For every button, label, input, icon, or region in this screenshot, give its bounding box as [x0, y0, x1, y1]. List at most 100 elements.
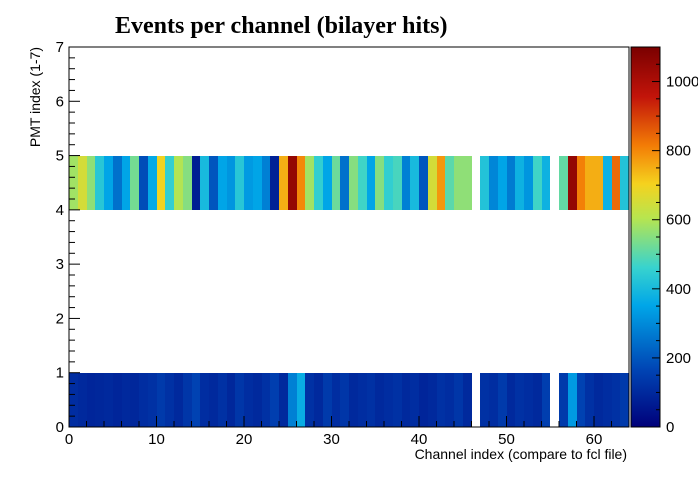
heatmap-cell	[428, 373, 437, 427]
x-tick-label: 20	[236, 431, 253, 448]
heatmap-cell	[480, 156, 489, 210]
x-tick-label: 30	[323, 431, 340, 448]
heatmap-cell	[594, 373, 603, 427]
heatmap-cell	[288, 373, 297, 427]
heatmap-cell	[620, 373, 629, 427]
heatmap-cell	[270, 373, 279, 427]
heatmap-cell	[515, 156, 524, 210]
color-scale-tick-label: 800	[666, 143, 691, 160]
heatmap-cell	[332, 156, 340, 210]
heatmap-cell	[585, 156, 594, 210]
heatmap-cell	[367, 156, 375, 210]
heatmap-cell	[375, 156, 384, 210]
color-scale-axis: 0 200 400 600 800 1000	[652, 63, 698, 436]
heatmap-cell	[437, 156, 445, 210]
heatmap-cell	[218, 156, 227, 210]
heatmap-cell	[507, 373, 515, 427]
heatmap-cell	[454, 156, 463, 210]
heatmap-cell	[498, 156, 507, 210]
heatmap-cell	[332, 373, 340, 427]
heatmap-cell	[445, 156, 454, 210]
axes: 0 10 20 30 40 50 60 0 1 2 3 4 5 6 7	[56, 39, 630, 448]
heatmap-cell	[200, 373, 209, 427]
heatmap-cell	[244, 373, 253, 427]
heatmap-cell	[305, 373, 314, 427]
heatmap-cell	[349, 373, 358, 427]
heatmap-cell	[297, 156, 305, 210]
heatmap-cell	[463, 373, 472, 427]
heatmap-cell	[603, 373, 612, 427]
color-scale-tick-label: 400	[666, 281, 691, 298]
heatmap-cell	[507, 156, 515, 210]
heatmap-cell	[323, 156, 332, 210]
heatmap-cell	[533, 373, 542, 427]
heatmap-cell	[585, 373, 594, 427]
heatmap-cell	[384, 156, 393, 210]
y-tick-label: 6	[56, 93, 64, 110]
x-tick-label: 60	[586, 431, 603, 448]
y-tick-label: 7	[56, 39, 64, 56]
heatmap-cell	[69, 156, 78, 210]
heatmap-cell	[445, 373, 454, 427]
heatmap-cell	[165, 156, 174, 210]
heatmap-cell	[542, 156, 550, 210]
heatmap-cell	[419, 156, 428, 210]
heatmap-cell	[209, 373, 218, 427]
heatmap-cell	[297, 373, 305, 427]
heatmap-cell	[87, 373, 95, 427]
heatmap-cell	[139, 373, 148, 427]
heatmap-cell	[122, 373, 130, 427]
chart-title: Events per channel (bilayer hits)	[115, 13, 447, 39]
heatmap-cell	[253, 373, 262, 427]
heatmap-cell	[192, 373, 200, 427]
heatmap-cell	[200, 156, 209, 210]
color-scale-bar	[630, 46, 661, 428]
heatmap-cell	[402, 156, 410, 210]
heatmap-cell	[498, 373, 507, 427]
heatmap-cell	[95, 373, 104, 427]
heatmap-cell	[367, 373, 375, 427]
heatmap-cell	[87, 156, 95, 210]
heatmap-cell	[463, 156, 472, 210]
heatmap-cell	[78, 373, 87, 427]
y-tick-label: 4	[56, 202, 64, 219]
color-scale-tick-label: 0	[666, 419, 674, 436]
heatmap-cell	[192, 156, 200, 210]
heatmap-cell	[594, 156, 603, 210]
heatmap-cells	[69, 156, 629, 427]
x-tick-label: 0	[65, 431, 73, 448]
x-axis-title: Channel index (compare to fcl file)	[415, 446, 627, 462]
heatmap-cell	[428, 156, 437, 210]
heatmap-cell	[235, 156, 244, 210]
heatmap-cell	[577, 156, 585, 210]
plot-frame	[68, 46, 630, 428]
heatmap-cell	[104, 373, 113, 427]
heatmap-cell	[524, 373, 533, 427]
heatmap-cell	[262, 156, 270, 210]
y-tick-label: 2	[56, 310, 64, 327]
heatmap-cell	[559, 373, 568, 427]
heatmap-cell	[130, 156, 139, 210]
heatmap-cell	[78, 156, 87, 210]
heatmap-cell	[314, 156, 323, 210]
heatmap-cell	[524, 156, 533, 210]
heatmap-cell	[568, 156, 577, 210]
heatmap-cell	[419, 373, 428, 427]
heatmap-cell	[612, 156, 620, 210]
heatmap-cell	[122, 156, 130, 210]
heatmap-cell	[323, 373, 332, 427]
heatmap-cell	[148, 373, 157, 427]
heatmap-cell	[113, 156, 122, 210]
heatmap-cell	[437, 373, 445, 427]
heatmap-cell	[358, 156, 367, 210]
heatmap-cell	[542, 373, 550, 427]
heatmap-cell	[69, 373, 78, 427]
heatmap-cell	[209, 156, 218, 210]
heatmap-cell	[305, 156, 314, 210]
heatmap-cell	[262, 373, 270, 427]
heatmap-cell	[279, 156, 288, 210]
heatmap-cell	[157, 373, 165, 427]
heatmap-cell	[515, 373, 524, 427]
heatmap-cell	[410, 373, 419, 427]
